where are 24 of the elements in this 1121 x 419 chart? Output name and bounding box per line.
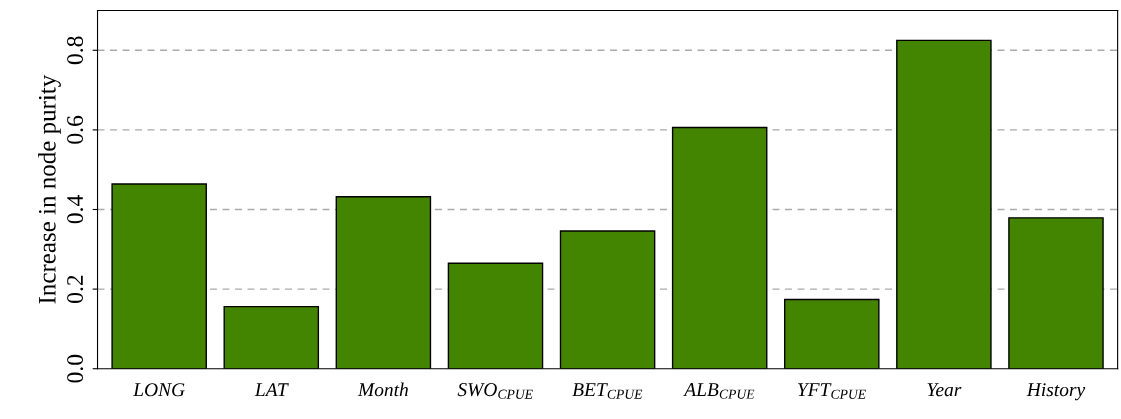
x-tick-label: History (1026, 383, 1086, 401)
y-tick-label: 0.4 (67, 195, 84, 224)
x-tick-label: ALB$_{CPUE}$ (683, 383, 755, 399)
bar (784, 298, 880, 369)
x-tick-label: LAT (254, 383, 289, 397)
bar (896, 39, 992, 369)
y-tick-label: 0.8 (67, 36, 84, 65)
y-tick-label: 0.0 (67, 354, 84, 383)
x-tick-label: YFT$_{CPUE}$ (797, 383, 866, 399)
x-tick-label: SWO$_{CPUE}$ (457, 383, 533, 399)
bar (671, 126, 768, 369)
y-axis-title: Increase in node purity (38, 74, 61, 304)
x-tick-label: Month (357, 382, 408, 397)
bar (447, 262, 544, 369)
bar (559, 230, 656, 369)
bar (111, 183, 207, 369)
bar (223, 305, 320, 369)
y-tick-label: 0.2 (67, 275, 84, 303)
bar (1008, 217, 1104, 369)
y-tick-label: 0.6 (67, 115, 84, 144)
x-tick-label: BET$_{CPUE}$ (572, 383, 643, 399)
x-tick-label: Year (927, 383, 962, 397)
x-tick-label: LONG (133, 383, 185, 397)
bar (335, 196, 432, 369)
